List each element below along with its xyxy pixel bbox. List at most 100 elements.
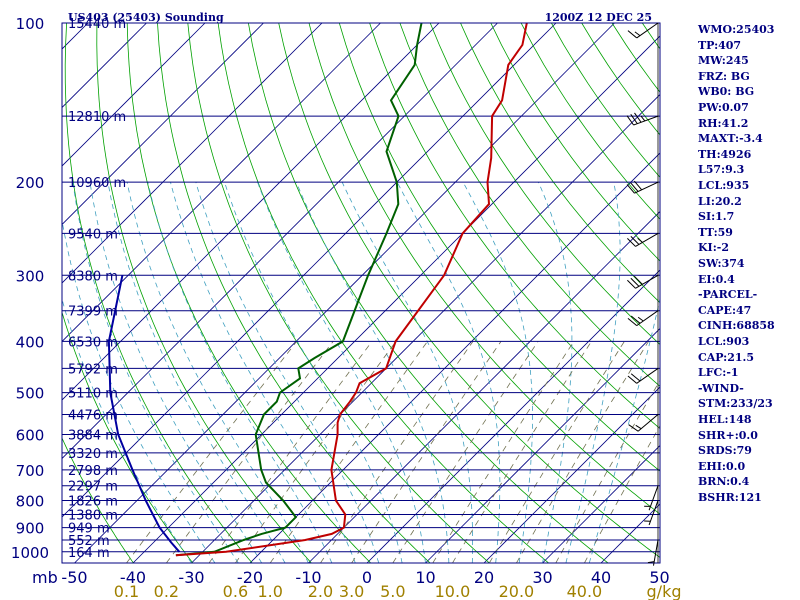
wind-barb-full [627, 238, 636, 247]
wind-barb [627, 22, 659, 39]
mixing-ratio-tick-label: 40.0 [567, 582, 603, 600]
wind-barb-full [628, 424, 639, 432]
mixing-ratio-tick-label: 0.6 [223, 582, 248, 600]
height-label: 1826 m [68, 495, 118, 510]
mixing-ratio-line [320, 341, 474, 563]
dry-adiabat-line [399, 23, 660, 387]
wind-barb [626, 112, 659, 126]
wind-barb-half [634, 31, 641, 37]
stat-line: MW:245 [698, 54, 749, 68]
temperature-tick-label: -20 [237, 568, 263, 587]
wind-barb-staff [636, 310, 659, 327]
wind-barb-staff [635, 274, 659, 289]
mixing-ratio-tick-label: 0.1 [114, 582, 139, 600]
temperature-tick-label: 40 [591, 568, 611, 587]
wind-barb [627, 310, 659, 327]
wind-barb [647, 539, 659, 566]
moist-adiabat-line [565, 182, 621, 563]
wind-barb-half [637, 316, 644, 322]
moist-adiabat-line [126, 182, 309, 563]
height-label: 12810 m [68, 110, 126, 125]
stat-line: BRN:0.4 [698, 475, 750, 489]
height-label: 949 m [68, 522, 110, 537]
isotherm-line [62, 23, 440, 401]
height-label: 8380 m [68, 269, 118, 284]
profiles [107, 23, 528, 557]
wind-barb-staff [648, 485, 659, 511]
dry-adiabat-line [520, 23, 660, 220]
pressure-tick-label: 100 [16, 15, 45, 33]
mixing-ratio-line [452, 341, 592, 563]
temperature-tick-label: 20 [474, 568, 494, 587]
mixing-ratio-line [488, 341, 625, 563]
dry-adiabat-line [369, 23, 660, 430]
wind-barb-staff [635, 232, 659, 247]
wind-barb-full [633, 180, 643, 191]
dewpoint-trace [175, 23, 423, 557]
moist-adiabat-line [295, 182, 450, 563]
dry-adiabat-line [64, 23, 253, 563]
wind-barb-full [627, 317, 638, 326]
height-label: 10960 m [68, 176, 126, 191]
moist-adiabat-line [147, 182, 333, 563]
pressure-tick-label: 200 [16, 174, 45, 192]
stat-line: PW:0.07 [698, 101, 749, 114]
height-label: 3884 m [68, 428, 118, 443]
mixing-ratio-tick-label: 2.0 [308, 582, 333, 600]
stat-line: TH:4926 [698, 147, 752, 161]
wind-barb-full [627, 375, 638, 384]
wind-barb-full [627, 30, 638, 39]
stat-line: WB0: BG [698, 85, 755, 99]
moist-adiabat-line [195, 182, 380, 563]
isotherm-line [425, 327, 660, 563]
mixing-ratio-tick-label: 10.0 [435, 582, 471, 600]
wind-barb-full [634, 112, 642, 123]
wind-barb-full [626, 115, 634, 126]
wind-barb [644, 485, 659, 511]
mixing-ratio-tick-label: 20.0 [499, 582, 535, 600]
pressure-tick-label: 700 [16, 462, 45, 480]
isotherm-line [62, 23, 264, 226]
wind-barb-full [627, 279, 636, 289]
isotherm-line [62, 23, 557, 518]
height-label: 15440 m [68, 17, 126, 32]
wind-barb [627, 274, 659, 289]
moist-adiabat-line [341, 182, 474, 563]
wind-barb-full [630, 182, 639, 192]
stat-line: CAPE:47 [698, 303, 752, 317]
stat-line: TT:59 [698, 225, 733, 239]
moist-adiabat-line [224, 182, 403, 563]
dry-adiabat-line [62, 437, 134, 563]
stat-line: EI:0.4 [698, 272, 735, 286]
dry-adiabat-line [551, 23, 660, 178]
height-label: 7399 m [68, 305, 118, 320]
background-lines [62, 23, 660, 563]
height-label: 5110 m [68, 387, 118, 402]
isotherm-line [191, 93, 660, 563]
dry-adiabat-line [62, 310, 194, 563]
wind-barb-staff [637, 414, 659, 432]
mixing-ratio-line [351, 341, 502, 563]
moist-adiabat-line [107, 182, 286, 563]
stat-line: LCL:903 [698, 335, 750, 348]
temperature-tick-label: 50 [649, 568, 669, 587]
pressure-tick-label: 600 [16, 426, 45, 444]
pressure-tick-label: 400 [16, 333, 45, 351]
wind-barb-full [626, 184, 635, 194]
stat-line: STM:233/23 [698, 397, 773, 411]
wind-barb-staff [636, 368, 659, 384]
dry-adiabat-line [278, 23, 660, 559]
height-label: 4476 m [68, 409, 118, 424]
dry-adiabat-line [308, 23, 660, 515]
parcel-trace [107, 275, 181, 553]
height-label: 164 m [68, 546, 110, 561]
mixing-ratio-line [269, 341, 428, 563]
isotherm-line [62, 23, 323, 284]
pressure-tick-label: 800 [16, 493, 45, 511]
wind-barb-full [633, 275, 643, 285]
moist-adiabat-line [89, 182, 263, 563]
temperature-tick-label: 0 [362, 568, 372, 587]
height-label: 3320 m [68, 447, 118, 462]
mixing-ratio-line [166, 341, 334, 563]
height-label: 9540 m [68, 227, 118, 242]
